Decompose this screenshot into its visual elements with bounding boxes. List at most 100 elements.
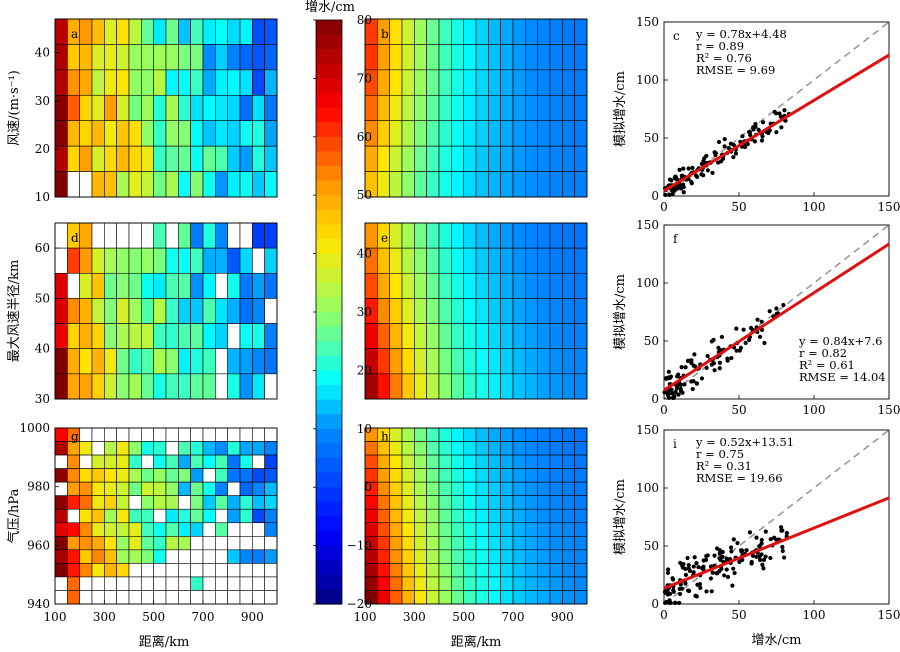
heatmap-cell	[414, 348, 427, 375]
colorbar-segment	[316, 107, 342, 123]
heatmap-cell	[426, 323, 440, 350]
heatmap-cell	[54, 427, 68, 442]
heatmap-cell	[67, 247, 80, 274]
heatmap-cell	[438, 348, 452, 375]
heatmap-cell	[451, 441, 464, 456]
heatmap-cell	[488, 576, 501, 591]
heatmap-cell	[549, 454, 563, 469]
heatmap-cell	[364, 323, 378, 350]
heatmap-cell	[401, 94, 415, 122]
heatmap-cell	[426, 69, 440, 96]
heatmap-cell	[227, 272, 241, 299]
heatmap-cell	[264, 272, 278, 299]
heatmap-cell	[488, 563, 501, 578]
heatmap-cell	[562, 323, 575, 350]
y-tick-label: 10	[35, 190, 50, 204]
heatmap-cell	[79, 69, 93, 96]
heatmap-cell	[500, 590, 514, 605]
heatmap-cell	[141, 576, 154, 591]
stats-line: y = 0.84x+7.6	[798, 334, 882, 348]
heatmap-cell	[215, 427, 228, 442]
heatmap-cell	[401, 495, 415, 510]
heatmap-cell	[202, 348, 216, 375]
heatmap-cell	[426, 247, 440, 274]
heatmap-cell	[264, 549, 278, 564]
heatmap-cell	[512, 171, 526, 198]
heatmap-cell	[190, 427, 204, 442]
heatmap-cell	[91, 508, 105, 524]
heatmap-cell	[252, 481, 265, 496]
heatmap-cell	[426, 454, 440, 469]
heatmap-cell	[389, 94, 403, 122]
heatmap-cell	[202, 468, 216, 483]
heatmap-cell	[574, 454, 588, 469]
heatmap-cell	[562, 481, 575, 496]
heatmap-cell	[227, 495, 241, 510]
heatmap-cell	[128, 94, 142, 122]
heatmap-cell	[178, 576, 191, 591]
heatmap-cell	[574, 468, 588, 483]
scatter-point	[693, 593, 698, 598]
heatmap-cell	[190, 272, 204, 299]
heatmap-cell	[252, 441, 265, 456]
heatmap-cell	[165, 536, 179, 551]
heatmap-cell	[463, 508, 477, 524]
heatmap-cell	[389, 145, 403, 172]
heatmap-cell	[252, 69, 265, 96]
heatmap-cell	[488, 536, 501, 551]
scatter-point	[672, 175, 677, 181]
heatmap-cell	[574, 373, 588, 400]
heatmap-cell	[537, 563, 551, 578]
heatmap-cell	[239, 44, 253, 71]
heatmap-cell	[438, 441, 452, 456]
heatmap-cell	[574, 18, 588, 45]
heatmap-cell	[451, 522, 464, 537]
heatmap-cell	[79, 495, 93, 510]
heatmap-cell	[525, 536, 538, 551]
heatmap-cell	[463, 298, 477, 324]
heatmap-cell	[202, 323, 216, 350]
heatmap-cell	[389, 247, 403, 274]
heatmap-cell	[153, 171, 167, 198]
heatmap-cell	[264, 373, 278, 400]
heatmap-cell	[54, 508, 68, 524]
scatter-panel-i: 00 50 50 100 100 150 150 模拟增水/cm 增水/cm i y = 0.52x…	[613, 423, 900, 648]
heatmap-cell	[401, 454, 415, 469]
heatmap-cell	[574, 590, 588, 605]
heatmap-cell	[401, 441, 415, 456]
heatmap-cell	[104, 120, 117, 147]
x-tick-label: 100	[354, 610, 377, 624]
heatmap-cell	[104, 348, 117, 375]
scatter-point	[725, 574, 731, 580]
scatter-point	[717, 360, 722, 365]
heatmap-cell	[178, 454, 191, 469]
heatmap-cell	[178, 468, 191, 483]
heatmap-cell	[227, 427, 241, 442]
heatmap-cell	[426, 522, 440, 537]
heatmap-cell	[116, 348, 130, 375]
heatmap-cell	[512, 18, 526, 45]
heatmap-cell	[264, 222, 278, 249]
heatmap-cell	[202, 427, 216, 442]
heatmap-cell	[104, 495, 117, 510]
heatmap-cell	[549, 44, 563, 71]
heatmap-cell	[537, 522, 551, 537]
heatmap-cell	[239, 427, 253, 442]
heatmap-cell	[104, 549, 117, 564]
heatmap-cell	[549, 145, 563, 172]
heatmap-cell	[202, 69, 216, 96]
heatmap-cell	[202, 441, 216, 456]
heatmap-cell	[500, 373, 514, 400]
heatmap-panel-e: e	[364, 222, 588, 400]
heatmap-cell	[215, 120, 228, 147]
heatmap-cell	[79, 508, 93, 524]
heatmap-cell	[438, 454, 452, 469]
heatmap-cell	[512, 348, 526, 375]
heatmap-cell	[414, 508, 427, 524]
heatmap-cell	[165, 348, 179, 375]
heatmap-cell	[178, 508, 191, 524]
y-axis-label: 模拟增水/cm	[613, 71, 628, 147]
scatter-point	[739, 548, 744, 553]
heatmap-cell	[574, 323, 588, 350]
heatmap-cell	[549, 247, 563, 274]
